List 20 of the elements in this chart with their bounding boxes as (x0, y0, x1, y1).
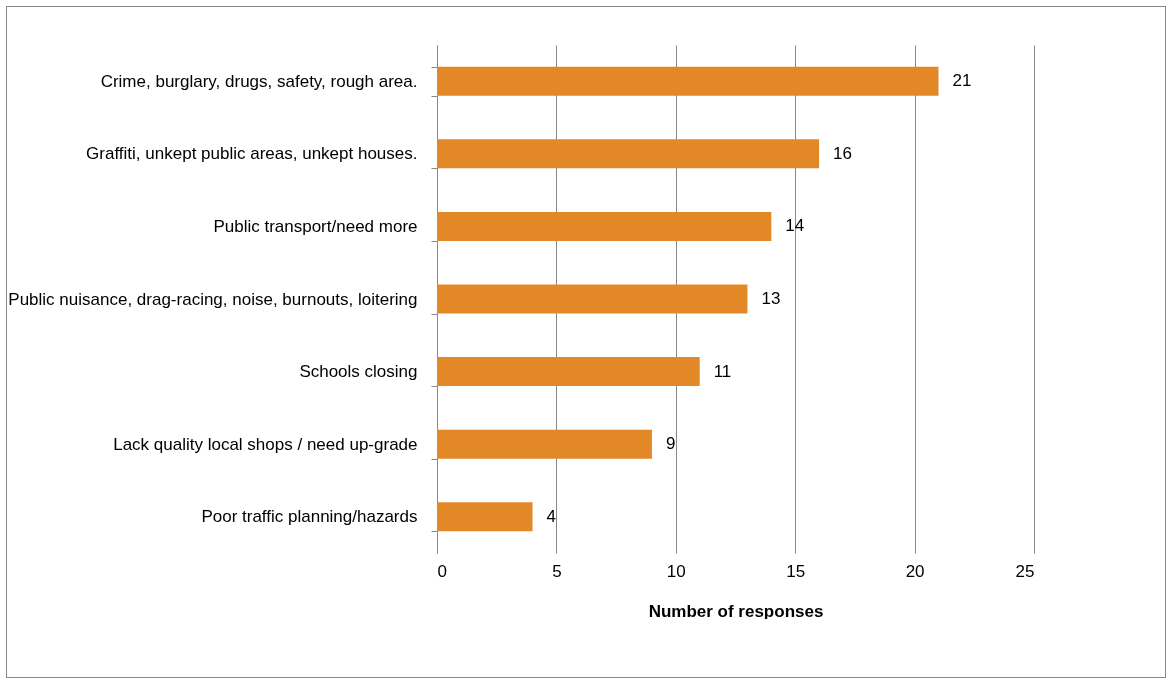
x-tick-label: 10 (666, 561, 686, 581)
x-tick-label: 0 (437, 561, 447, 581)
data-label: 11 (713, 361, 732, 381)
x-tick-label: 15 (786, 561, 806, 581)
data-label: 9 (665, 434, 676, 454)
data-label: 21 (952, 71, 972, 91)
y-tick-label: Public nuisance, drag-racing, noise, burnouts, loitering (8, 289, 418, 309)
y-tick-label: Schools closing (299, 362, 418, 382)
y-tick-label: Public transport/need more (213, 216, 418, 236)
x-tick-label: 5 (552, 561, 562, 581)
y-tick-label: Crime, burglary, drugs, safety, rough area. (100, 71, 418, 91)
x-tick-label: 20 (905, 561, 925, 581)
y-tick-label: Poor traffic planning/hazards (201, 507, 418, 527)
data-label: 13 (761, 289, 781, 308)
y-tick-label: Graffiti, unkept public areas, unkept houses. (86, 144, 418, 164)
data-label: 4 (546, 506, 556, 526)
data-label: 14 (785, 216, 805, 236)
y-tick-label: Lack quality local shops / need up-grade (113, 434, 418, 454)
x-tick-label: 25 (1015, 561, 1035, 581)
data-label: 16 (833, 143, 852, 163)
